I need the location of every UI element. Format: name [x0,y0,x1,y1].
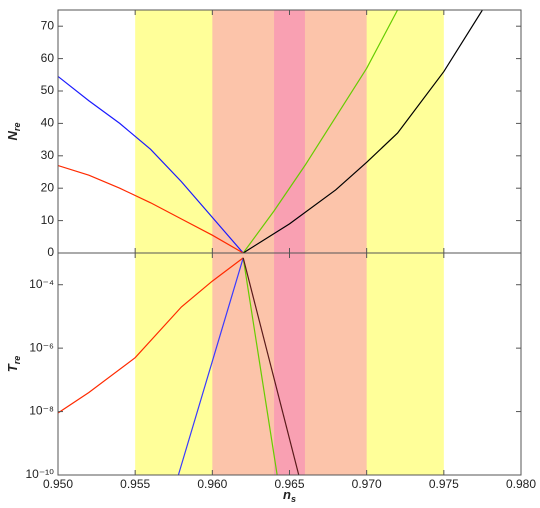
axis-label-sub: s [291,494,296,504]
x-tick-label: 0.955 [120,477,150,491]
y-tick-label: 0 [47,245,54,259]
axis-label: Tre [5,356,22,372]
axis-label-sub: re [12,356,22,365]
y-tick-label: 10⁻⁶ [29,340,54,354]
line [58,75,244,253]
y-tick-label: 20 [41,180,55,194]
axis-label: ns [283,487,296,504]
line [242,257,300,475]
band [274,253,305,475]
y-tick-label: 40 [41,116,55,130]
line [177,257,244,475]
y-tick-label: 10⁻¹⁰ [26,467,55,481]
axis-label-main: N [5,130,20,140]
y-tick-label: 30 [41,148,55,162]
line [242,257,278,475]
x-tick-label: 0.980 [506,477,536,491]
band [274,10,305,253]
axis-label-main: n [283,487,291,502]
x-tick-label: 0.970 [352,477,382,491]
line [58,257,244,414]
y-tick-label: 10⁻⁴ [29,277,54,291]
y-tick-label: 50 [41,83,55,97]
line [58,164,244,253]
x-tick-label: 0.950 [43,477,73,491]
plot-area [58,10,483,253]
axis-label: Nre [5,123,22,141]
axis-label-main: T [5,363,20,372]
line [242,10,483,253]
x-tick-label: 0.965 [274,477,304,491]
axis-label-sub: re [12,123,22,132]
x-tick-label: 0.975 [429,477,459,491]
y-tick-label: 10⁻⁸ [29,404,54,418]
x-tick-label: 0.960 [197,477,227,491]
y-tick-label: 70 [41,18,55,32]
y-tick-label: 10 [41,213,55,227]
line [242,10,399,253]
y-tick-label: 60 [41,51,55,65]
plot-area [58,253,444,475]
